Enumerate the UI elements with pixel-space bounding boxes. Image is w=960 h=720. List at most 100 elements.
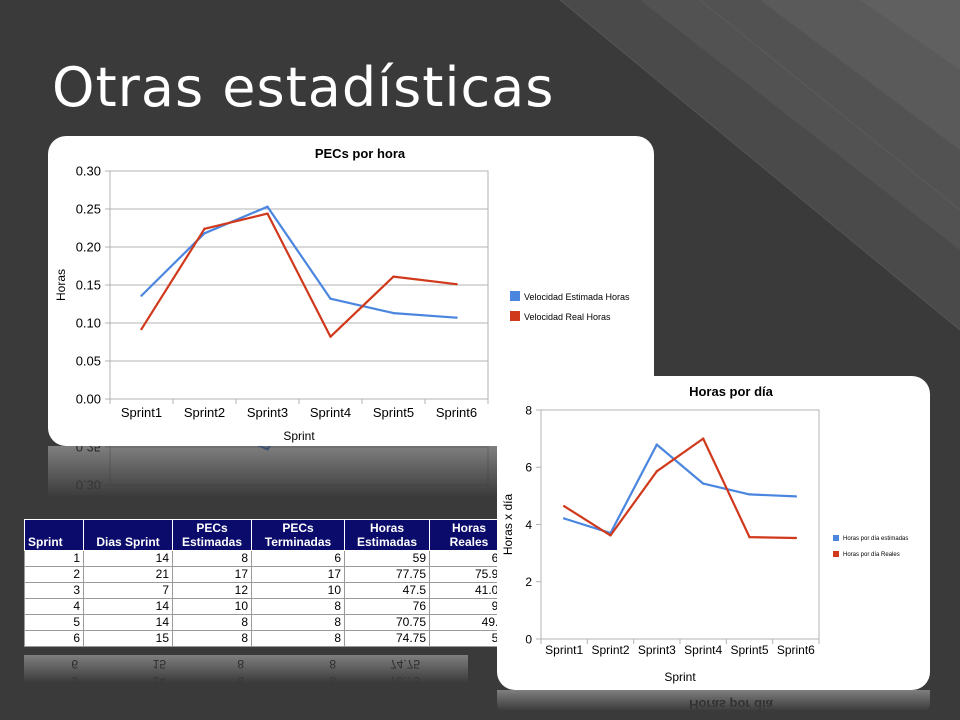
table-cell: 6 <box>24 630 84 647</box>
chart-title: Horas por día <box>689 384 774 399</box>
y-tick-label: 8 <box>525 403 532 417</box>
data-point <box>701 437 705 440</box>
svg-text:0.30: 0.30 <box>76 477 101 492</box>
table-cell: 14 <box>83 550 173 567</box>
x-tick-label: Sprint2 <box>591 643 629 657</box>
table-cell: 8 <box>172 614 252 631</box>
x-tick-label: Sprint1 <box>121 405 162 420</box>
legend-label: Horas por día estimadas <box>843 536 908 542</box>
column-header: Sprint <box>24 519 84 551</box>
chart2-reflection: Horas por día02468Sprint1Sprint2Sprint3S… <box>497 690 930 720</box>
table-cell: 6 <box>251 550 345 567</box>
sprint-stats-table: Sprint Dias Sprint PECs Estimadas PECs Term… <box>24 519 509 647</box>
horas-por-dia-chart: Horas por día 0 2 4 6 8 Sprint1 Sprint2 Sprint3 S… <box>501 384 908 684</box>
x-tick-label: Sprint5 <box>373 405 414 420</box>
sprint-table-wrap: Sprint Dias Sprint PECs Estimadas PECs Term… <box>24 519 509 647</box>
data-point <box>329 297 332 300</box>
svg-text:Horas por día: Horas por día <box>689 697 774 712</box>
table-cell: 1 <box>24 550 84 567</box>
chart-panel-horas-por-dia: Horas por día 0 2 4 6 8 Sprint1 Sprint2 Sprint3 S… <box>497 376 930 690</box>
data-point <box>329 335 332 338</box>
legend-swatch <box>510 291 520 301</box>
legend-swatch <box>833 535 839 541</box>
table-cell: 77.75 <box>344 566 430 583</box>
svg-text:8: 8 <box>237 657 244 671</box>
svg-text:74.75: 74.75 <box>390 657 420 671</box>
legend-swatch <box>510 311 520 321</box>
data-point <box>266 212 269 215</box>
data-point <box>455 283 458 286</box>
table-cell: 12 <box>172 582 252 599</box>
table-row: 4141087698 <box>24 598 509 615</box>
x-axis-title: Sprint <box>283 429 315 443</box>
table-cell: 74.75 <box>344 630 430 647</box>
slide-title: Otras estadísticas <box>52 56 555 119</box>
table-cell: 3 <box>24 582 84 599</box>
data-point <box>392 311 395 315</box>
x-axis-title: Sprint <box>664 670 696 684</box>
table-cell: 7 <box>83 582 173 599</box>
svg-text:PECs por hora: PECs por hora <box>315 495 406 510</box>
series-line-2 <box>563 437 796 540</box>
column-header: PECs Estimadas <box>172 519 252 551</box>
table-cell: 14 <box>83 598 173 615</box>
x-tick-label: Sprint6 <box>436 405 477 420</box>
x-tick-label: Sprint5 <box>730 643 768 657</box>
data-point <box>655 470 659 473</box>
table-row: 3 7 12 10 47.5 41.05 <box>24 582 509 599</box>
data-point <box>140 327 143 331</box>
svg-text:8: 8 <box>329 674 336 688</box>
table-reflection: 221171777.7575.9537121047.541.0541410876… <box>24 655 468 695</box>
y-tick-label: 0.05 <box>76 354 101 369</box>
data-point <box>562 504 566 508</box>
table-cell: 70.75 <box>344 614 430 631</box>
svg-text:6: 6 <box>71 657 78 671</box>
svg-text:5: 5 <box>71 674 78 688</box>
data-point <box>701 482 705 485</box>
y-axis-title: Horas x día <box>501 493 515 555</box>
table-cell: 15 <box>83 630 173 647</box>
table-cell: 4 <box>24 598 84 615</box>
table-cell: 5 <box>24 614 84 631</box>
table-cell: 21 <box>83 566 173 583</box>
y-tick-label: 0.25 <box>76 202 101 217</box>
svg-text:4: 4 <box>71 691 78 695</box>
table-cell: 2 <box>24 566 84 583</box>
y-tick-label: 4 <box>525 518 532 532</box>
column-header: Horas Estimadas <box>344 519 430 551</box>
table-cell: 17 <box>172 566 252 583</box>
y-axis-title: Horas <box>54 269 68 301</box>
data-point <box>266 205 269 208</box>
svg-text:8: 8 <box>525 690 532 693</box>
svg-text:14: 14 <box>153 691 167 695</box>
table-cell: 47.5 <box>344 582 430 599</box>
svg-text:76: 76 <box>407 691 421 695</box>
data-point <box>203 227 206 230</box>
data-point <box>562 517 566 520</box>
svg-text:8: 8 <box>237 674 244 688</box>
legend-label: Velocidad Estimada Horas <box>524 292 630 302</box>
chart-title: PECs por hora <box>315 146 406 161</box>
y-tick-label: 0.20 <box>76 240 101 255</box>
chart1-reflection: PECs por hora0.000.050.100.150.200.250.3… <box>48 446 498 520</box>
x-tick-label: Sprint3 <box>638 643 676 657</box>
y-tick-label: 0.00 <box>76 392 101 407</box>
pecs-por-hora-chart: PECs por hora 0.00 0.05 0.10 0.15 0.20 0.25 0.3… <box>54 146 630 443</box>
table-row: 2 21 17 17 77.75 75.95 <box>24 566 509 583</box>
series-line-2 <box>140 212 457 338</box>
data-point <box>794 495 798 498</box>
data-point <box>609 534 612 537</box>
column-header: Horas Reales <box>429 519 509 551</box>
svg-text:0.25: 0.25 <box>76 446 101 454</box>
table-row: 114865965 <box>24 550 509 567</box>
x-tick-label: Sprint6 <box>777 643 815 657</box>
y-tick-label: 0.15 <box>76 278 101 293</box>
table-cell: 14 <box>83 614 173 631</box>
y-tick-label: 2 <box>525 575 532 589</box>
legend-label: Horas por día Reales <box>843 552 900 558</box>
table-cell: 8 <box>172 630 252 647</box>
table-cell: 8 <box>251 598 345 615</box>
svg-text:14: 14 <box>153 674 167 688</box>
